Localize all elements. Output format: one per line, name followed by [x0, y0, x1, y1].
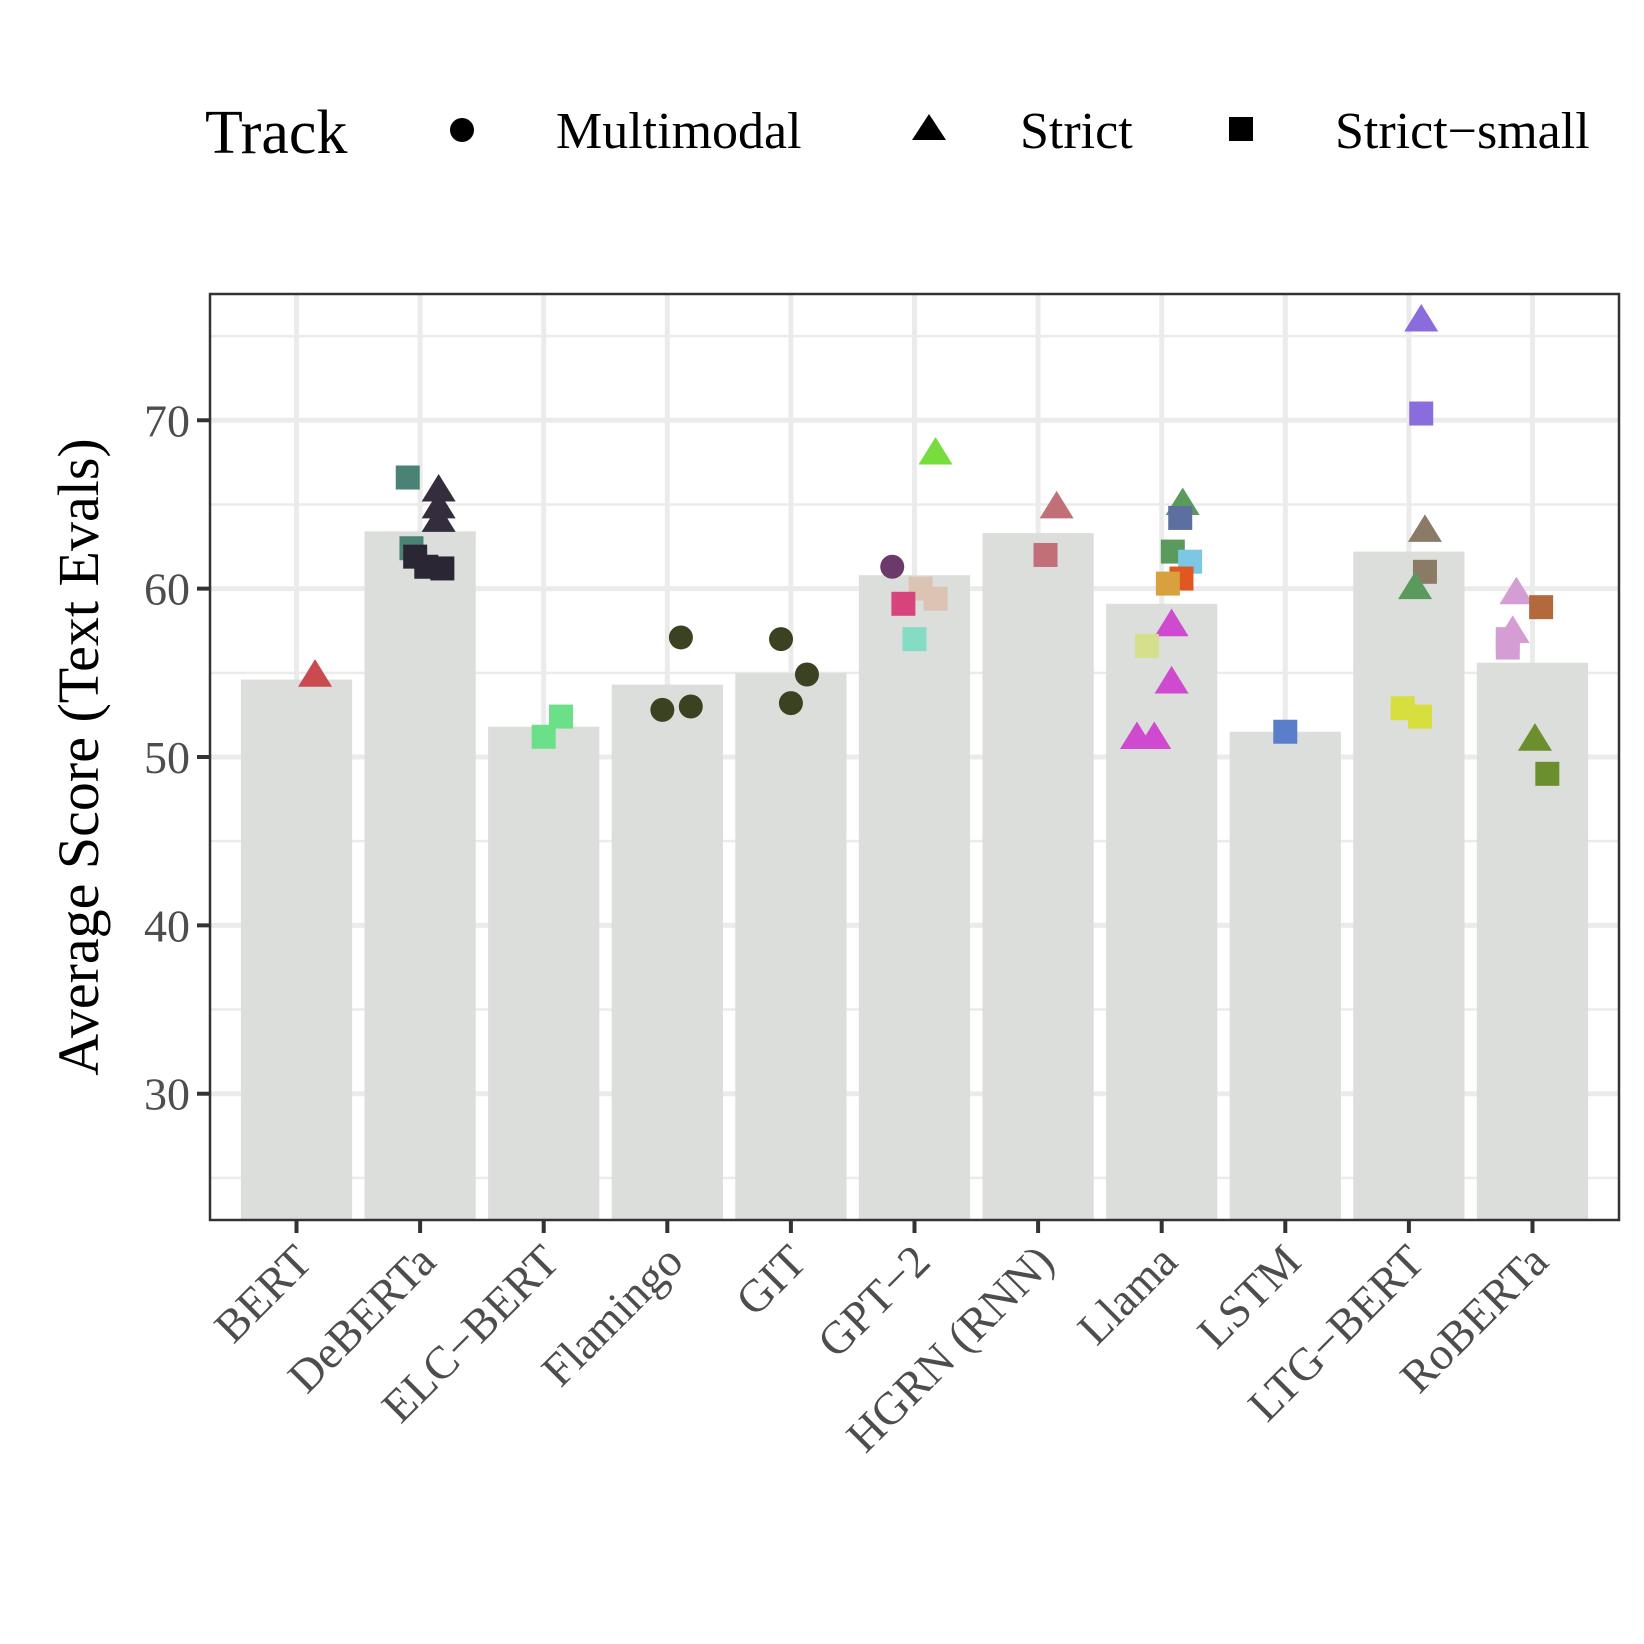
plot-panel [208, 292, 1621, 1222]
legend: Track Multimodal Strict Strict−small [205, 99, 1590, 167]
y-tick-label: 50 [144, 732, 190, 783]
point-strict [918, 436, 953, 465]
bars [240, 531, 1589, 1220]
y-tick-label: 30 [144, 1069, 190, 1120]
point-strict [1154, 608, 1189, 637]
y-tick-label: 70 [144, 395, 190, 446]
point-strict [1154, 665, 1189, 694]
point-multimodal [769, 627, 794, 652]
point-strict-small [1408, 704, 1433, 729]
point-strict-small [1155, 571, 1180, 596]
legend-title: Track [205, 99, 347, 167]
point-multimodal [650, 697, 675, 722]
point-strict-small [531, 724, 556, 749]
point-strict [1404, 303, 1439, 332]
x-tick-label: Llama [1068, 1235, 1187, 1354]
point-strict-small [1535, 761, 1560, 786]
bar [1229, 731, 1341, 1220]
bar [1106, 603, 1218, 1220]
point-strict-small [1134, 633, 1159, 658]
legend-triangle-icon [912, 114, 946, 140]
y-axis-title: Average Score (Text Evals) [46, 438, 111, 1075]
x-tick-label: BERT [204, 1235, 321, 1352]
point-strict-small [395, 465, 420, 490]
point-strict [1407, 514, 1442, 542]
y-tick-label: 40 [144, 900, 190, 951]
legend-label-multimodal: Multimodal [556, 103, 802, 160]
bar [982, 533, 1094, 1220]
point-multimodal [794, 662, 819, 687]
point-strict [1137, 721, 1172, 750]
point-strict-small [902, 627, 927, 652]
point-multimodal [668, 625, 693, 650]
point-strict-small [430, 556, 455, 581]
point-strict [421, 473, 456, 502]
point-strict-small [549, 704, 574, 729]
point-strict-small [1495, 635, 1520, 660]
bar [858, 575, 971, 1220]
y-axis: 30 40 50 60 70 [144, 395, 210, 1120]
point-strict-small [1168, 505, 1193, 530]
bar [611, 684, 723, 1220]
point-strict [421, 504, 456, 532]
point-strict [1039, 490, 1074, 519]
legend-label-strict-small: Strict−small [1335, 103, 1590, 160]
y-tick-label: 60 [144, 564, 190, 615]
point-strict-small [1529, 595, 1554, 620]
point-multimodal [880, 554, 905, 579]
legend-square-icon [1229, 117, 1253, 141]
point-strict-small [891, 591, 916, 616]
point-strict [1499, 576, 1534, 605]
point-strict [298, 659, 333, 687]
points [298, 303, 1560, 786]
x-tick-label: LSTM [1188, 1235, 1311, 1358]
point-strict [1517, 723, 1552, 751]
point-strict [1398, 571, 1433, 600]
bar [735, 672, 847, 1220]
bar [1353, 551, 1465, 1220]
point-strict-small [1409, 401, 1434, 426]
legend-circle-icon [450, 118, 474, 142]
x-tick-label: GIT [726, 1235, 816, 1325]
bar [364, 531, 476, 1220]
bar [1476, 662, 1589, 1220]
point-multimodal [678, 694, 703, 719]
bar [240, 679, 353, 1220]
point-strict-small [1273, 719, 1298, 744]
point-strict-small [923, 586, 948, 611]
point-multimodal [778, 691, 803, 716]
legend-label-strict: Strict [1020, 103, 1133, 160]
point-strict-small [1033, 542, 1058, 567]
bar [488, 726, 600, 1220]
